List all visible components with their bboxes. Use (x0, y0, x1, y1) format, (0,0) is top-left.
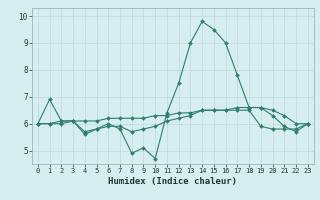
X-axis label: Humidex (Indice chaleur): Humidex (Indice chaleur) (108, 177, 237, 186)
